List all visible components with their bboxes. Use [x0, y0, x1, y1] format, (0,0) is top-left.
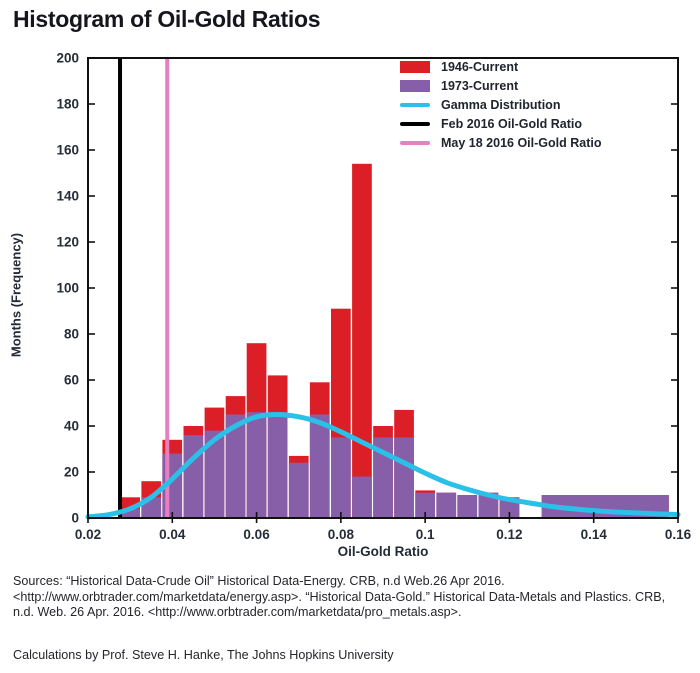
y-tick-label: 200: [56, 51, 79, 66]
x-tick-label: 0.08: [328, 527, 355, 542]
histogram-bar: [352, 476, 372, 518]
legend-item-feb-2016-ratio: Feb 2016 Oil-Gold Ratio: [400, 114, 601, 133]
gamma-distribution-curve: [85, 412, 681, 520]
calculations-note: Calculations by Prof. Steve H. Hanke, Th…: [13, 648, 394, 662]
legend-item-may-18-2016-ratio: May 18 2016 Oil-Gold Ratio: [400, 133, 601, 152]
legend-label: 1946-Current: [441, 59, 519, 74]
histogram-bar: [204, 430, 225, 518]
legend: 1946-Current 1973-Current Gamma Distribu…: [400, 57, 601, 152]
x-tick-label: 0.12: [496, 527, 522, 542]
histogram-plot: 0 20 40 60 80 100 120 140 160 180 200 0.02 0.04 0.06 0…: [56, 51, 692, 543]
x-axis-label: Oil-Gold Ratio: [337, 544, 429, 559]
y-axis-label: Months (Frequency): [8, 232, 24, 358]
histogram-bar: [394, 437, 414, 518]
y-tick-label: 140: [56, 189, 79, 204]
histogram-bar: [331, 437, 351, 518]
histogram-bar: [288, 462, 309, 518]
y-tick-label: 160: [56, 143, 79, 158]
y-tick-label: 100: [56, 281, 79, 296]
legend-swatch-1973-current: [400, 79, 430, 92]
histogram-bar: [309, 414, 330, 518]
histogram-bar: [352, 163, 372, 518]
x-tick-label: 0.14: [581, 527, 608, 542]
histogram-bar: [120, 508, 140, 518]
y-tick-label: 0: [71, 511, 79, 526]
x-tick-label: 0.06: [243, 527, 270, 542]
y-tick-label: 180: [56, 97, 79, 112]
legend-swatch-gamma-distribution: [400, 102, 430, 107]
y-tick-label: 40: [64, 419, 79, 434]
histogram-bar: [246, 412, 267, 518]
histogram-bar: [183, 435, 204, 518]
legend-item-1973-current: 1973-Current: [400, 76, 601, 95]
histogram-bar: [267, 412, 288, 518]
y-tick-label: 60: [64, 373, 79, 388]
legend-label: Feb 2016 Oil-Gold Ratio: [441, 116, 582, 131]
histogram-bar: [415, 492, 435, 518]
histogram-bar: [225, 414, 246, 518]
legend-label: Gamma Distribution: [441, 97, 561, 112]
legend-label: May 18 2016 Oil-Gold Ratio: [441, 135, 602, 150]
legend-item-gamma-distribution: Gamma Distribution: [400, 95, 601, 114]
legend-item-1946-current: 1946-Current: [400, 57, 601, 76]
y-tick-label: 120: [56, 235, 79, 250]
legend-label: 1973-Current: [441, 78, 519, 93]
histogram-bar: [436, 492, 457, 518]
legend-swatch-feb-2016-ratio: [400, 121, 430, 126]
x-tick-label: 0.02: [75, 527, 101, 542]
legend-swatch-may-18-2016-ratio: [400, 140, 430, 145]
histogram-bar: [478, 492, 499, 518]
y-tick-label: 80: [64, 327, 79, 342]
histogram-bar: [457, 495, 478, 518]
x-tick-label: 0.1: [416, 527, 435, 542]
chart-title: Histogram of Oil-Gold Ratios: [13, 6, 321, 32]
x-tick-label: 0.16: [665, 527, 692, 542]
x-tick-label: 0.04: [159, 527, 186, 542]
y-tick-label: 20: [64, 465, 79, 480]
legend-swatch-1946-current: [400, 60, 430, 73]
sources-note: Sources: “Historical Data-Crude Oil” His…: [13, 574, 666, 620]
